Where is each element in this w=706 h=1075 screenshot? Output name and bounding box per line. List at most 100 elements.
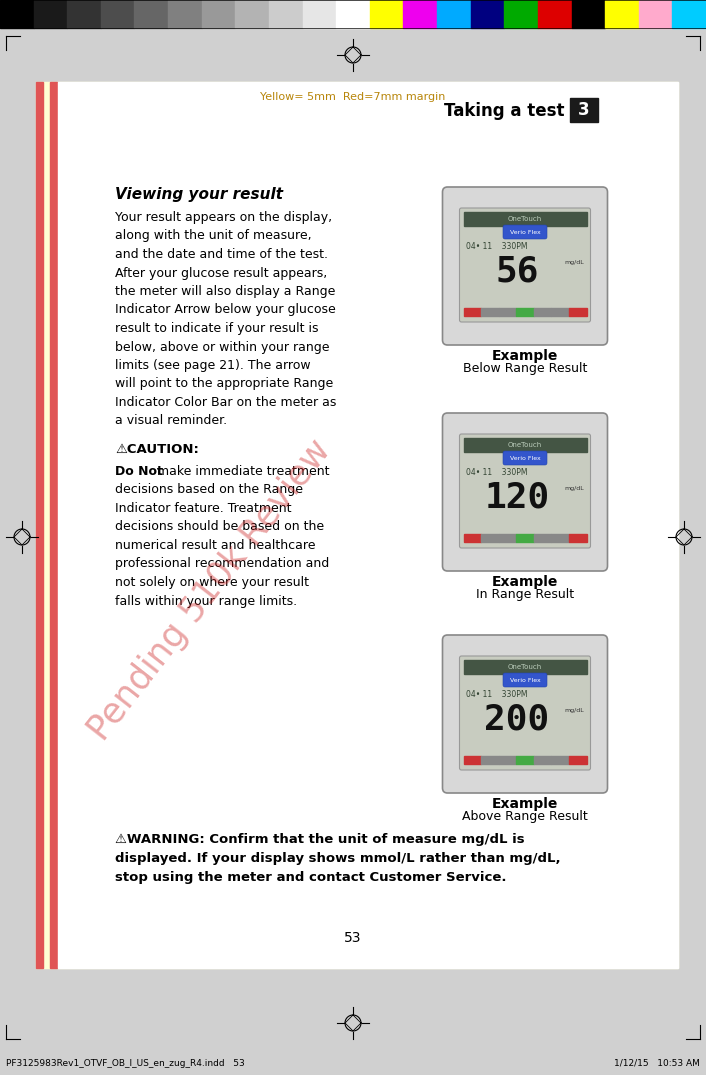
Bar xyxy=(569,309,587,316)
Text: professional recommendation and: professional recommendation and xyxy=(115,558,329,571)
Text: 1/12/15   10:53 AM: 1/12/15 10:53 AM xyxy=(614,1059,700,1067)
Bar xyxy=(134,0,168,28)
Text: 04• 11    330PM: 04• 11 330PM xyxy=(467,242,528,250)
Bar xyxy=(498,534,516,542)
Bar xyxy=(534,756,551,764)
Bar xyxy=(504,0,538,28)
Bar xyxy=(464,534,481,542)
Bar xyxy=(569,756,587,764)
Text: OneTouch: OneTouch xyxy=(508,216,542,223)
Text: limits (see page 21). The arrow: limits (see page 21). The arrow xyxy=(115,359,311,372)
Bar xyxy=(605,0,639,28)
Bar xyxy=(437,0,471,28)
Bar xyxy=(538,0,572,28)
Bar xyxy=(67,0,101,28)
Bar xyxy=(551,309,569,316)
Text: Verio Flex: Verio Flex xyxy=(510,229,540,234)
Text: OneTouch: OneTouch xyxy=(508,442,542,448)
Bar xyxy=(36,82,43,968)
Bar xyxy=(269,0,303,28)
Bar xyxy=(464,660,587,674)
Bar xyxy=(403,0,437,28)
Text: will point to the appropriate Range: will point to the appropriate Range xyxy=(115,377,333,390)
Text: along with the unit of measure,: along with the unit of measure, xyxy=(115,229,311,243)
Bar xyxy=(235,0,269,28)
Text: 56: 56 xyxy=(495,254,539,288)
FancyBboxPatch shape xyxy=(460,434,590,548)
Text: 3: 3 xyxy=(578,101,590,119)
Bar xyxy=(50,82,57,968)
Text: Verio Flex: Verio Flex xyxy=(510,456,540,460)
Text: Do Not: Do Not xyxy=(115,465,163,478)
Text: ⚠CAUTION:: ⚠CAUTION: xyxy=(115,443,199,456)
Bar xyxy=(498,309,516,316)
Bar xyxy=(168,0,202,28)
Text: 200: 200 xyxy=(484,702,550,736)
Bar xyxy=(516,534,534,542)
Bar xyxy=(569,534,587,542)
FancyBboxPatch shape xyxy=(443,635,607,793)
Bar xyxy=(672,0,706,28)
Text: mg/dL: mg/dL xyxy=(565,260,585,266)
Text: numerical result and healthcare: numerical result and healthcare xyxy=(115,539,316,551)
Text: Yellow= 5mm  Red=7mm margin: Yellow= 5mm Red=7mm margin xyxy=(261,92,445,102)
Bar xyxy=(464,309,481,316)
Bar xyxy=(464,438,587,452)
Bar xyxy=(464,756,481,764)
Bar xyxy=(551,534,569,542)
Text: falls within your range limits.: falls within your range limits. xyxy=(115,594,297,607)
FancyBboxPatch shape xyxy=(503,225,547,239)
Bar xyxy=(639,0,672,28)
Bar xyxy=(464,212,587,226)
Text: Indicator Arrow below your glucose: Indicator Arrow below your glucose xyxy=(115,303,336,316)
Bar xyxy=(516,756,534,764)
Bar xyxy=(471,0,504,28)
Text: Above Range Result: Above Range Result xyxy=(462,809,588,823)
Bar xyxy=(0,0,34,28)
Bar xyxy=(516,309,534,316)
Text: Viewing your result: Viewing your result xyxy=(115,187,283,202)
Text: PF3125983Rev1_OTVF_OB_I_US_en_zug_R4.indd   53: PF3125983Rev1_OTVF_OB_I_US_en_zug_R4.ind… xyxy=(6,1059,245,1067)
Bar xyxy=(534,534,551,542)
Bar xyxy=(58,82,678,968)
FancyBboxPatch shape xyxy=(460,207,590,322)
FancyBboxPatch shape xyxy=(460,656,590,770)
Text: Example: Example xyxy=(492,575,558,589)
Bar xyxy=(370,0,403,28)
Bar xyxy=(303,0,336,28)
Text: ⚠WARNING: Confirm that the unit of measure mg/dL is: ⚠WARNING: Confirm that the unit of measu… xyxy=(115,833,525,846)
Text: Taking a test: Taking a test xyxy=(445,102,565,120)
FancyBboxPatch shape xyxy=(443,413,607,571)
Bar xyxy=(336,0,370,28)
Text: result to indicate if your result is: result to indicate if your result is xyxy=(115,322,318,335)
Bar xyxy=(570,98,598,121)
Text: decisions based on the Range: decisions based on the Range xyxy=(115,484,303,497)
Text: Example: Example xyxy=(492,349,558,363)
Text: Pending 510k Review: Pending 510k Review xyxy=(83,433,337,747)
Text: 53: 53 xyxy=(345,931,361,945)
Text: Example: Example xyxy=(492,797,558,811)
Bar xyxy=(36,82,678,968)
Text: Below Range Result: Below Range Result xyxy=(463,362,587,375)
Text: the meter will also display a Range: the meter will also display a Range xyxy=(115,285,335,298)
Bar xyxy=(101,0,134,28)
Text: OneTouch: OneTouch xyxy=(508,664,542,670)
Text: below, above or within your range: below, above or within your range xyxy=(115,341,330,354)
Text: not solely on where your result: not solely on where your result xyxy=(115,576,309,589)
Text: After your glucose result appears,: After your glucose result appears, xyxy=(115,267,328,280)
Bar xyxy=(498,756,516,764)
FancyBboxPatch shape xyxy=(503,673,547,687)
Text: stop using the meter and contact Customer Service.: stop using the meter and contact Custome… xyxy=(115,871,506,884)
Text: In Range Result: In Range Result xyxy=(476,588,574,601)
Bar xyxy=(34,0,67,28)
Text: mg/dL: mg/dL xyxy=(565,486,585,491)
Text: Verio Flex: Verio Flex xyxy=(510,677,540,683)
Bar xyxy=(534,309,551,316)
FancyBboxPatch shape xyxy=(503,452,547,465)
Bar xyxy=(481,756,498,764)
Text: 120: 120 xyxy=(484,481,550,514)
Bar xyxy=(202,0,235,28)
Text: displayed. If your display shows mmol/L rather than mg/dL,: displayed. If your display shows mmol/L … xyxy=(115,852,561,865)
Text: Indicator feature. Treatment: Indicator feature. Treatment xyxy=(115,502,292,515)
Text: Indicator Color Bar on the meter as: Indicator Color Bar on the meter as xyxy=(115,396,336,408)
